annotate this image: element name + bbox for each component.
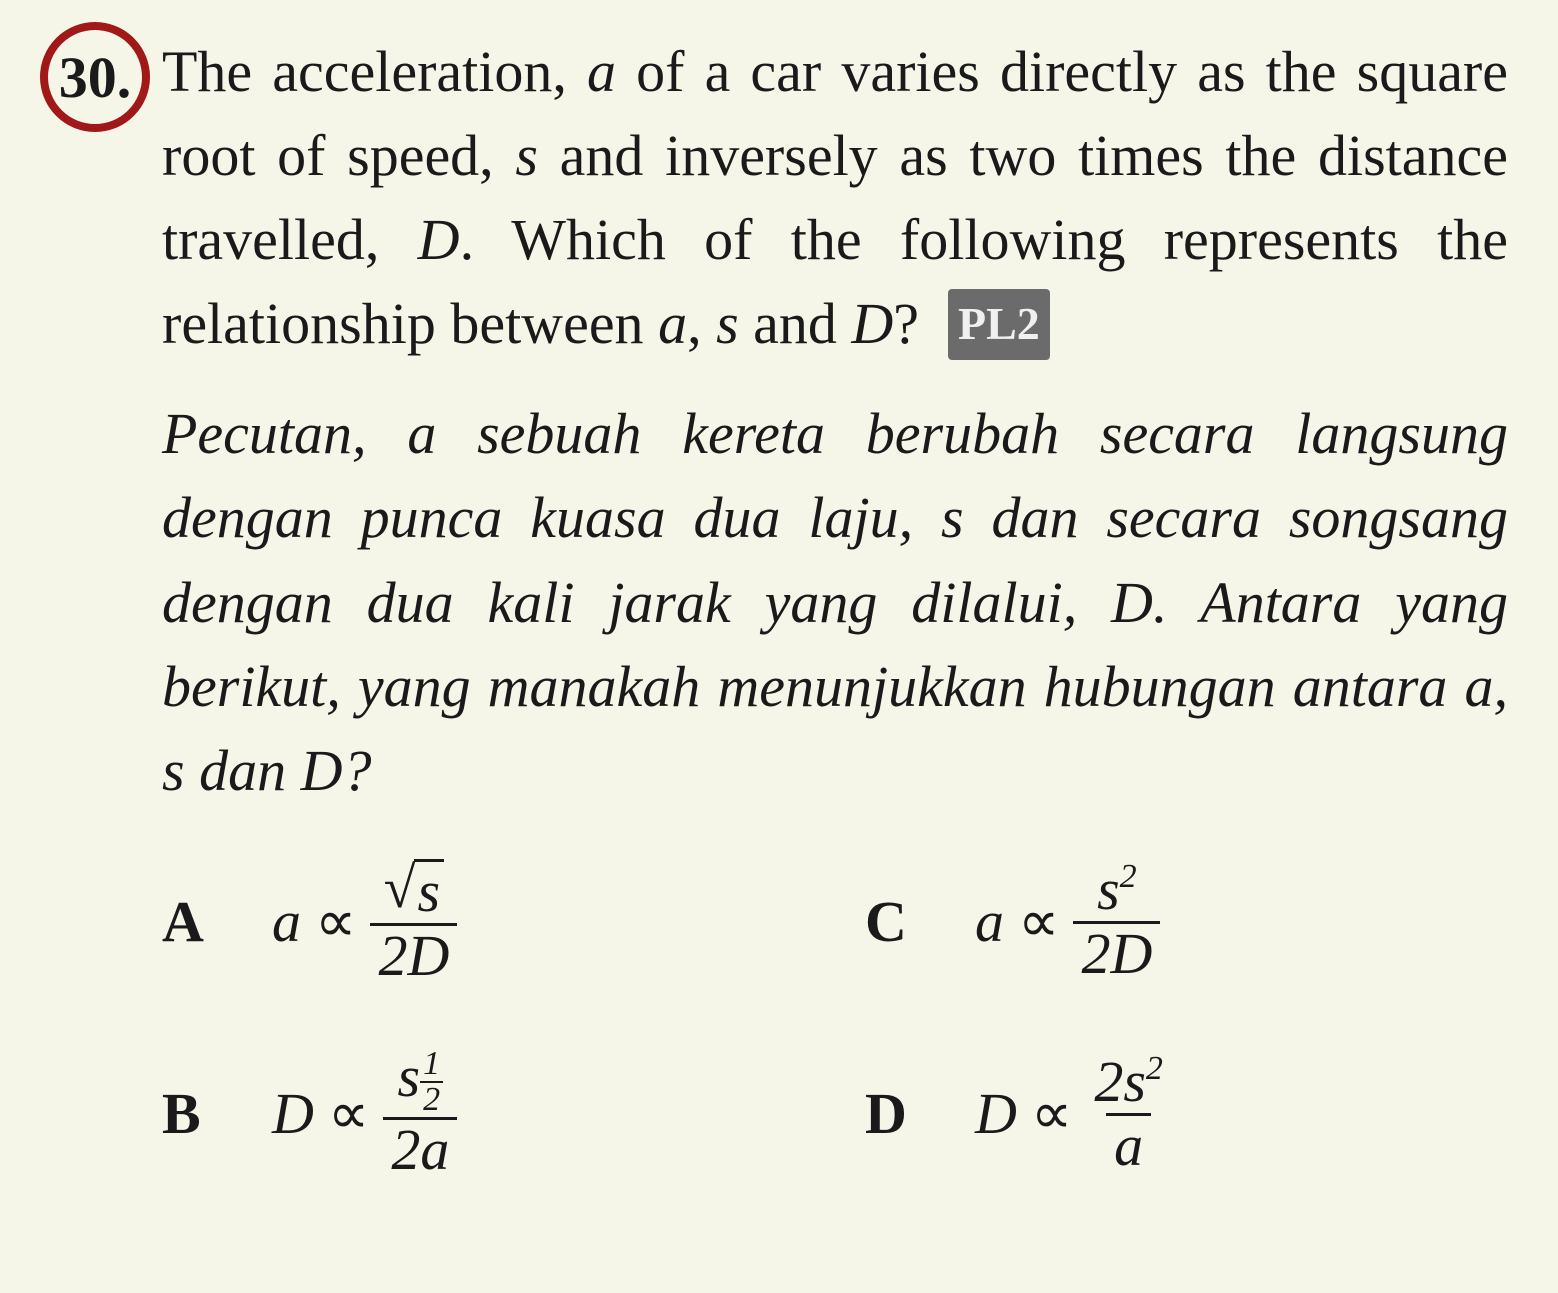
eng-seg-8: , <box>687 291 716 356</box>
option-d-fraction: 2s2 a <box>1086 1051 1171 1177</box>
proportional-icon: ∝ <box>1031 1072 1072 1156</box>
question-block: 30. The acceleration, a of a car varies … <box>0 0 1558 1211</box>
option-d-num-base: s <box>1123 1049 1146 1114</box>
option-b-denominator: 2a <box>383 1117 457 1181</box>
option-b-exp-den: 2 <box>420 1081 443 1117</box>
option-b-lhs: D <box>272 1072 314 1156</box>
radical-symbol: √ <box>384 859 416 917</box>
eng-var-a1: a <box>587 39 616 104</box>
option-d-denominator: a <box>1106 1113 1151 1177</box>
option-d[interactable]: D D ∝ 2s2 a <box>865 1047 1508 1181</box>
option-b-label: B <box>162 1072 222 1156</box>
option-a-fraction: √ s 2D <box>370 858 457 987</box>
option-a-label: A <box>162 880 222 964</box>
option-c-expression: a ∝ s2 2D <box>975 859 1160 985</box>
option-b[interactable]: B D ∝ s12 2a <box>162 1047 805 1181</box>
option-a-denominator: 2D <box>370 923 457 987</box>
option-d-expression: D ∝ 2s2 a <box>975 1051 1171 1177</box>
question-text-english: The acceleration, a of a car varies dire… <box>162 30 1508 366</box>
option-a[interactable]: A a ∝ √ s 2D <box>162 858 805 987</box>
eng-seg-10: and <box>739 291 852 356</box>
option-a-radicand: s <box>414 859 445 923</box>
option-c[interactable]: C a ∝ s2 2D <box>865 858 1508 987</box>
option-b-fraction: s12 2a <box>383 1047 457 1181</box>
eng-var-d2: D <box>851 291 893 356</box>
option-d-num-exp: 2 <box>1146 1050 1163 1087</box>
option-d-label: D <box>865 1072 925 1156</box>
proportional-icon: ∝ <box>1018 880 1059 964</box>
question-number: 30. <box>59 44 132 111</box>
question-row: 30. The acceleration, a of a car varies … <box>40 30 1508 1181</box>
option-c-denominator: 2D <box>1073 921 1160 985</box>
question-number-circle: 30. <box>40 22 150 132</box>
option-b-exp-num: 1 <box>423 1047 440 1081</box>
option-c-num-base: s <box>1097 857 1120 922</box>
eng-var-s2: s <box>716 291 739 356</box>
eng-seg-0: The acceleration, <box>162 39 587 104</box>
option-a-expression: a ∝ √ s 2D <box>272 858 457 987</box>
eng-var-s1: s <box>515 123 538 188</box>
options-grid: A a ∝ √ s 2D <box>162 858 1508 1181</box>
option-a-lhs: a <box>272 880 301 964</box>
proportional-icon: ∝ <box>328 1072 369 1156</box>
difficulty-tag: PL2 <box>948 289 1050 360</box>
option-c-lhs: a <box>975 880 1004 964</box>
eng-var-a2: a <box>658 291 687 356</box>
option-c-label: C <box>865 880 925 964</box>
proportional-icon: ∝ <box>315 880 356 964</box>
option-b-num-base: s <box>398 1044 421 1109</box>
option-d-lhs: D <box>975 1072 1017 1156</box>
option-c-fraction: s2 2D <box>1073 859 1160 985</box>
option-b-num-exp: 12 <box>420 1047 443 1117</box>
question-text-malay: Pecutan, a sebuah kereta berubah secara … <box>162 392 1508 812</box>
question-body: The acceleration, a of a car varies dire… <box>162 30 1508 1181</box>
option-d-num-coeff: 2 <box>1094 1049 1123 1114</box>
eng-seg-12: ? <box>893 291 919 356</box>
sqrt-icon: √ s <box>384 859 444 923</box>
eng-var-d1: D <box>418 207 460 272</box>
option-c-num-exp: 2 <box>1120 858 1137 895</box>
option-b-expression: D ∝ s12 2a <box>272 1047 457 1181</box>
